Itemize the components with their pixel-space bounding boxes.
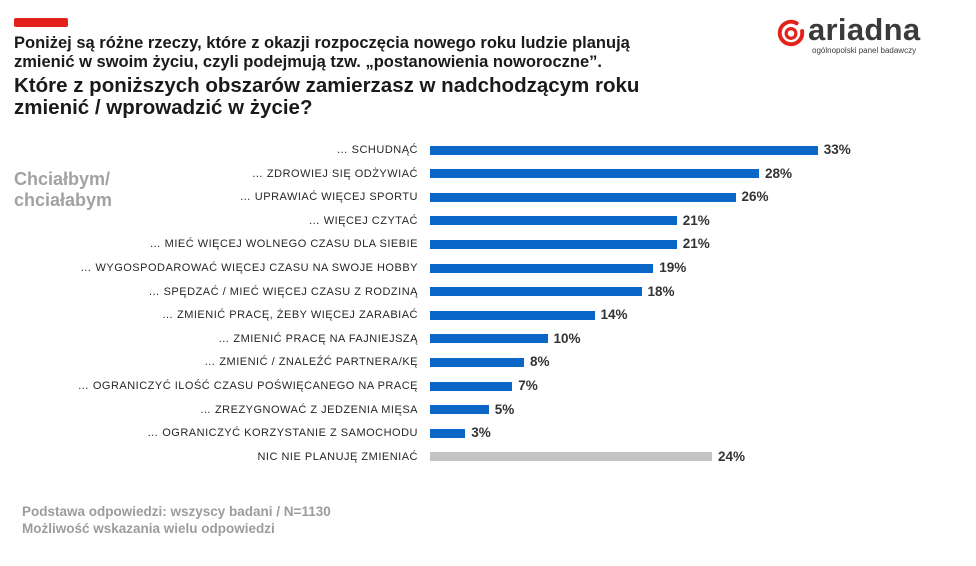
respondent-label: Chciałbym/ chciałabym xyxy=(14,169,112,211)
chart-row: … UPRAWIAĆ WIĘCEJ SPORTU 26% xyxy=(0,189,976,205)
chart-row: … ZREZYGNOWAĆ Z JEDZENIA MIĘSA 5% xyxy=(0,402,976,418)
category-label: … WIĘCEJ CZYTAĆ xyxy=(308,214,418,227)
bar xyxy=(430,192,736,202)
chart-row: … ZMIENIĆ PRACĘ NA FAJNIEJSZĄ 10% xyxy=(0,331,976,347)
category-label: … SCHUDNĄĆ xyxy=(336,144,418,156)
value-label: 24% xyxy=(718,448,746,464)
question-line: Które z poniższych obszarów zamierzasz w… xyxy=(14,74,640,97)
value-label: 10% xyxy=(553,330,581,346)
spiral-logo-icon xyxy=(777,19,805,47)
value-label: 33% xyxy=(823,142,851,157)
chart-row: … WIĘCEJ CZYTAĆ 21% xyxy=(0,213,976,229)
chart-row: … OGRANICZYĆ ILOŚĆ CZASU POŚWIĘCANEGO NA… xyxy=(0,378,976,394)
category-label: … ZMIENIĆ / ZNALEŹĆ PARTNERA/KĘ xyxy=(204,356,418,369)
bar xyxy=(430,452,712,462)
category-label: … WYGOSPODAROWAĆ WIĘCEJ CZASU NA SWOJE H… xyxy=(80,262,418,274)
bar xyxy=(430,310,595,320)
chart-row: … ZDROWIEJ SIĘ ODŻYWIAĆ 28% xyxy=(0,166,976,182)
accent-bar xyxy=(14,18,68,27)
question-title: Które z poniższych obszarów zamierzasz w… xyxy=(14,75,639,119)
bar xyxy=(430,216,677,226)
chart-row: NIC NIE PLANUJĘ ZMIENIAĆ 24% xyxy=(0,449,976,465)
bar xyxy=(430,428,466,438)
footer-base: Podstawa odpowiedzi: wszyscy badani / N=… xyxy=(22,504,331,519)
category-label: … MIEĆ WIĘCEJ WOLNEGO CZASU DLA SIEBIE xyxy=(149,238,418,251)
category-label: … ZMIENIĆ PRACĘ NA FAJNIEJSZĄ xyxy=(218,332,418,345)
intro-line: zmienić w swoim życiu, czyli podejmują t… xyxy=(14,53,602,71)
category-label: … OGRANICZYĆ KORZYSTANIE Z SAMOCHODU xyxy=(147,427,418,440)
value-label: 5% xyxy=(494,401,515,417)
logo-text: ariadna xyxy=(808,12,921,47)
bar xyxy=(430,239,677,249)
category-label: … SPĘDZAĆ / MIEĆ WIĘCEJ CZASU Z RODZINĄ xyxy=(148,285,418,298)
chart-row: … WYGOSPODAROWAĆ WIĘCEJ CZASU NA SWOJE H… xyxy=(0,260,976,276)
value-label: 26% xyxy=(741,189,769,205)
bar xyxy=(430,381,513,391)
question-line: zmienić / wprowadzić w życie? xyxy=(14,96,313,119)
chart-row: … OGRANICZYĆ KORZYSTANIE Z SAMOCHODU 3% xyxy=(0,425,976,441)
bar xyxy=(430,169,759,179)
value-label: 18% xyxy=(647,283,675,299)
category-label: … UPRAWIAĆ WIĘCEJ SPORTU xyxy=(239,191,418,204)
value-label: 19% xyxy=(659,260,687,275)
intro-line: Poniżej są różne rzeczy, które z okazji … xyxy=(14,34,630,52)
category-label: … ZREZYGNOWAĆ Z JEDZENIA MIĘSA xyxy=(199,403,418,416)
respondent-label-line: chciałabym xyxy=(14,190,113,210)
footer-note: Możliwość wskazania wielu odpowiedzi xyxy=(22,521,275,536)
intro-text: Poniżej są różne rzeczy, które z okazji … xyxy=(14,34,630,72)
bar xyxy=(430,405,489,415)
logo: ariadna ogólnopolski panel badawczy xyxy=(774,12,934,58)
value-label: 3% xyxy=(471,425,491,441)
category-label: NIC NIE PLANUJĘ ZMIENIAĆ xyxy=(257,450,418,463)
category-label: … ZDROWIEJ SIĘ ODŻYWIAĆ xyxy=(251,167,418,180)
bar xyxy=(430,287,642,297)
bar xyxy=(430,334,548,344)
chart-row: … SPĘDZAĆ / MIEĆ WIĘCEJ CZASU Z RODZINĄ 1… xyxy=(0,284,976,300)
value-label: 21% xyxy=(682,212,710,228)
value-label: 28% xyxy=(765,165,793,181)
value-label: 8% xyxy=(530,354,550,370)
chart-row: … SCHUDNĄĆ 33% xyxy=(0,142,976,158)
bar xyxy=(430,263,654,273)
bar xyxy=(430,357,524,367)
footer-notes: Podstawa odpowiedzi: wszyscy badani / N=… xyxy=(22,503,331,537)
category-label: … ZMIENIĆ PRACĘ, ŻEBY WIĘCEJ ZARABIAĆ xyxy=(161,309,418,322)
respondent-label-line: Chciałbym/ xyxy=(14,169,111,189)
value-label: 21% xyxy=(682,236,710,252)
chart-row: … MIEĆ WIĘCEJ WOLNEGO CZASU DLA SIEBIE 21… xyxy=(0,236,976,252)
value-label: 7% xyxy=(518,378,538,393)
bar xyxy=(430,145,818,155)
category-label: … OGRANICZYĆ ILOŚĆ CZASU POŚWIĘCANEGO NA… xyxy=(77,380,418,392)
logo-tagline: ogólnopolski panel badawczy xyxy=(812,46,917,55)
chart-row: … ZMIENIĆ PRACĘ, ŻEBY WIĘCEJ ZARABIAĆ 14% xyxy=(0,307,976,323)
value-label: 14% xyxy=(600,307,628,323)
chart-row: … ZMIENIĆ / ZNALEŹĆ PARTNERA/KĘ 8% xyxy=(0,354,976,370)
